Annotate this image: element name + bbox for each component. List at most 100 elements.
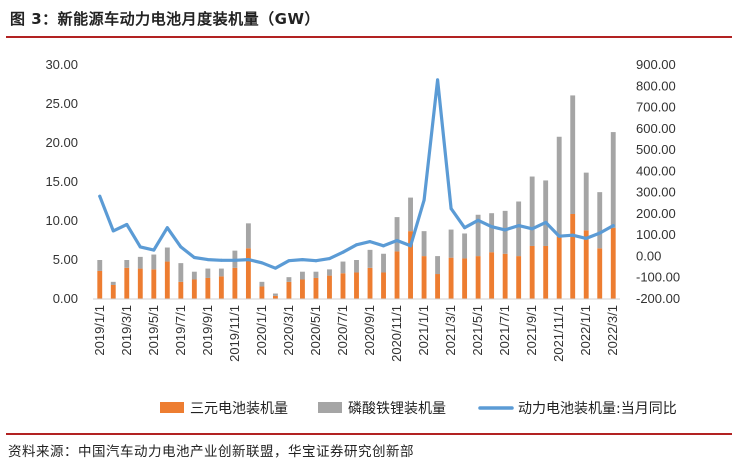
bar-series (97, 95, 616, 299)
bar-lfp (421, 231, 427, 257)
legend: 三元电池装机量 磷酸铁锂装机量 动力电池装机量:当月同比 (160, 401, 677, 417)
yoy-point (530, 227, 534, 231)
bar-ternary (354, 272, 359, 299)
x-tick-label: 2019/5/1 (146, 305, 161, 356)
y-left-tick-label: 25.00 (45, 96, 78, 111)
yoy-line (98, 78, 615, 270)
bar-ternary (245, 248, 251, 299)
bar-ternary (408, 231, 413, 299)
bar-lfp (597, 192, 603, 249)
yoy-point (165, 226, 169, 230)
bar-lfp (110, 281, 116, 285)
bar-lfp (259, 281, 265, 287)
yoy-point (436, 78, 440, 82)
bar-ternary (327, 275, 332, 299)
bar-lfp (340, 261, 346, 274)
bar-ternary (137, 268, 143, 299)
title-divider (6, 36, 732, 38)
yoy-point (503, 228, 507, 232)
bar-ternary (232, 267, 238, 299)
yoy-point (192, 256, 196, 260)
y-left-tick-label: 20.00 (45, 135, 78, 150)
bar-lfp (475, 214, 481, 257)
yoy-point (273, 266, 277, 270)
bar-lfp (354, 260, 359, 273)
yoy-point (571, 233, 575, 237)
bar-lfp (394, 217, 400, 252)
bar-ternary (529, 245, 535, 299)
bar-ternary (205, 277, 211, 299)
source-note: 资料来源：中国汽车动力电池产业创新联盟，华宝证券研究创新部 (8, 444, 414, 460)
yoy-point (287, 259, 291, 263)
yoy-point (125, 223, 129, 227)
x-tick-label: 2020/7/1 (335, 305, 350, 356)
x-tick-label: 2021/7/1 (497, 305, 512, 356)
yoy-point (544, 220, 548, 224)
x-tick-label: 2020/5/1 (308, 305, 323, 356)
yoy-point (598, 231, 602, 235)
bar-lfp (286, 277, 292, 282)
bar-ternary (610, 228, 616, 299)
bar-lfp (151, 254, 157, 270)
x-tick-label: 2019/9/1 (200, 305, 215, 356)
x-tick-label: 2021/1/1 (416, 305, 431, 356)
y-right-tick-label: 400.00 (636, 163, 676, 178)
bar-lfp (191, 271, 197, 280)
bar-ternary (448, 257, 454, 299)
bar-ternary (259, 286, 265, 299)
y-right-tick-label: 300.00 (636, 185, 676, 200)
bar-ternary (556, 236, 562, 299)
bar-ternary (367, 267, 373, 299)
bar-lfp (313, 271, 319, 278)
bar-lfp (610, 132, 616, 229)
bar-ternary (178, 281, 184, 299)
x-tick-label: 2021/9/1 (524, 305, 539, 356)
yoy-point (260, 261, 264, 265)
bar-ternary (313, 277, 319, 299)
yoy-point (179, 245, 183, 249)
yoy-point (476, 218, 480, 222)
yoy-point (490, 225, 494, 229)
bar-ternary (272, 295, 278, 299)
bar-lfp (272, 293, 278, 296)
bar-ternary (421, 256, 427, 299)
bar-lfp (164, 247, 170, 262)
x-tick-label: 2022/1/1 (578, 305, 593, 356)
x-tick-label: 2021/11/1 (551, 305, 566, 362)
y-left-tick-label: 30.00 (45, 57, 78, 72)
bar-ternary (300, 279, 305, 299)
bar-lfp (205, 268, 211, 278)
y-right-tick-label: 700.00 (636, 100, 676, 115)
bar-ternary (502, 253, 508, 299)
bar-lfp (178, 263, 184, 282)
legend-label-yoy: 动力电池装机量:当月同比 (518, 401, 677, 417)
y-left-tick-label: 0.00 (53, 291, 78, 306)
x-tick-label: 2019/7/1 (173, 305, 188, 356)
yoy-point (355, 243, 358, 247)
bar-lfp (381, 253, 386, 273)
bar-ternary (475, 256, 481, 299)
yoy-point (246, 258, 250, 262)
figure-title: 图 3：新能源车动力电池月度装机量（GW） (10, 10, 321, 28)
x-tick-label: 2019/1/1 (92, 305, 107, 356)
y-right-tick-label: 100.00 (636, 227, 676, 242)
bar-lfp (529, 176, 535, 246)
y-right-tick-label: -200.00 (636, 291, 680, 306)
yoy-point (111, 229, 115, 233)
bar-ternary (462, 258, 468, 299)
bar-lfp (502, 210, 508, 254)
bar-lfp (516, 201, 522, 257)
yoy-point (382, 244, 386, 248)
yoy-point (300, 258, 304, 262)
x-tick-label: 2020/3/1 (281, 305, 296, 356)
yoy-point (395, 239, 399, 242)
legend-swatch-lfp (318, 402, 342, 413)
yoy-point (327, 257, 331, 261)
y-left-tick-label: 15.00 (45, 174, 78, 189)
yoy-point (98, 194, 102, 198)
y-right-tick-label: 200.00 (636, 206, 676, 221)
yoy-point (517, 224, 521, 228)
x-tick-label: 2020/9/1 (362, 305, 377, 356)
bar-lfp (570, 95, 576, 214)
